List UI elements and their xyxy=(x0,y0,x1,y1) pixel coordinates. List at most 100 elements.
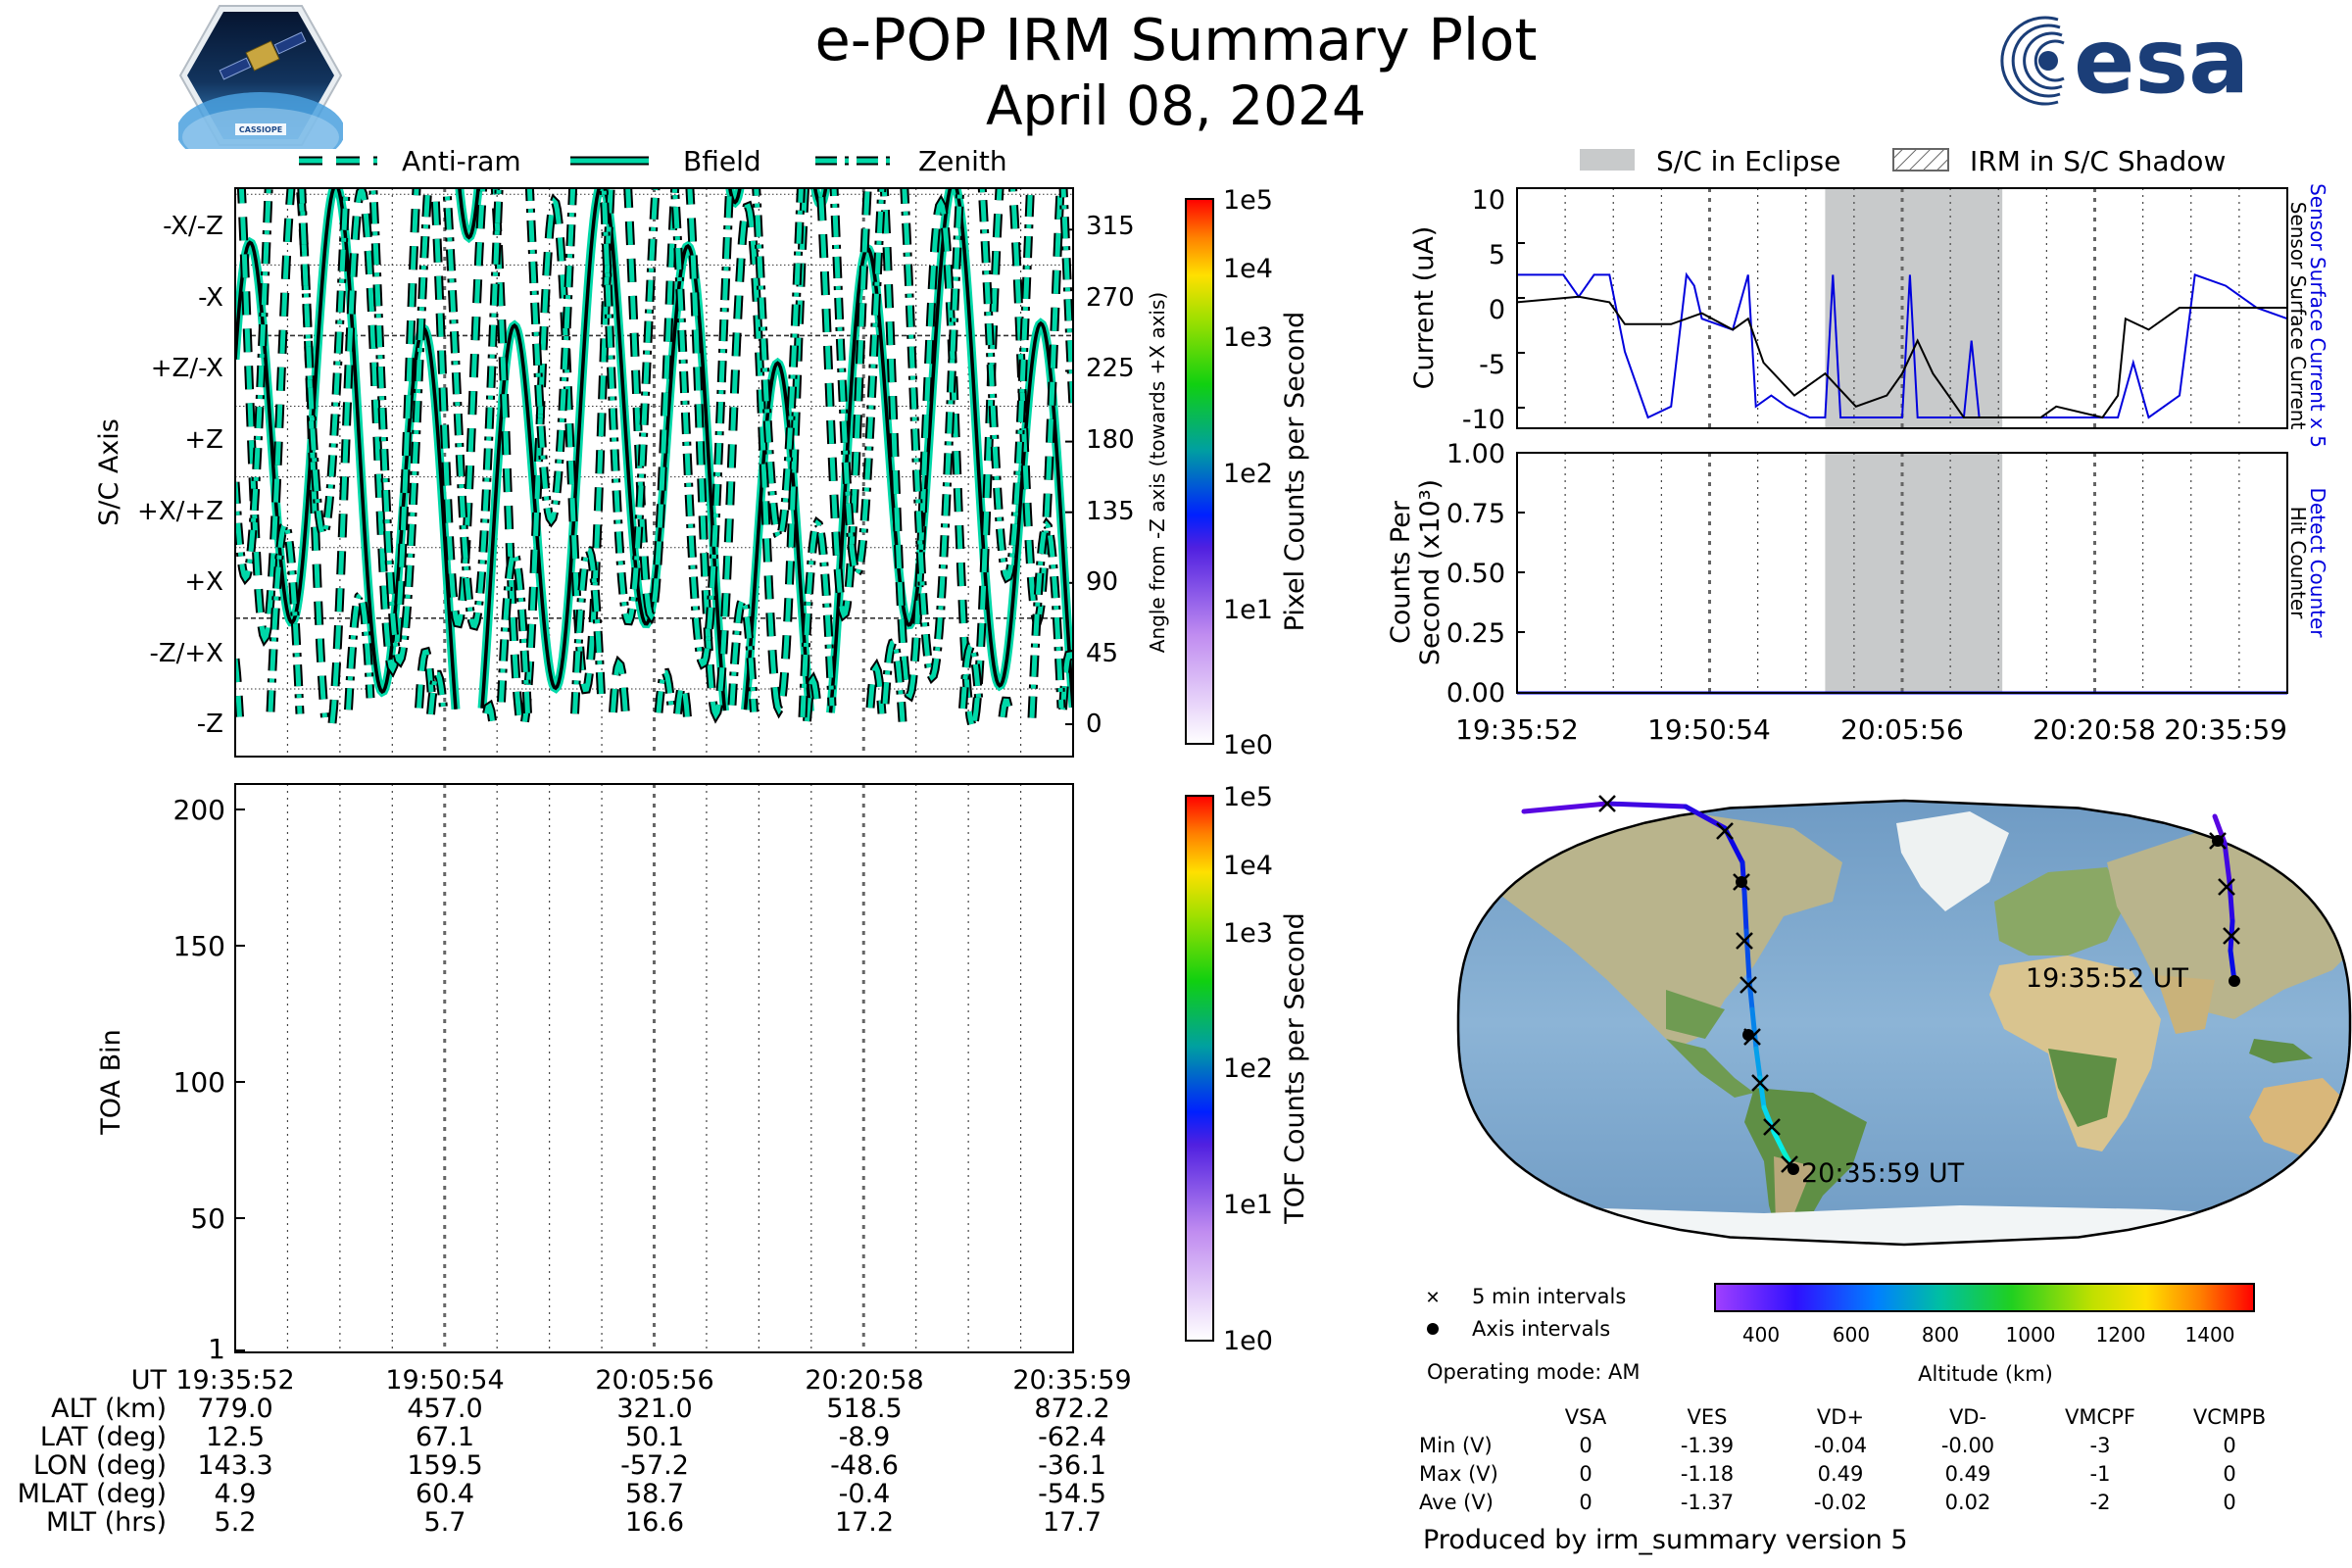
tof-colorbar-label: TOF Counts per Second xyxy=(1280,912,1310,1225)
ephem-cell: 143.3 xyxy=(197,1450,273,1481)
tof-cb-tick-1e3: 1e3 xyxy=(1223,918,1273,949)
current-tick-5: 5 xyxy=(1489,240,1505,270)
tof-cb-tick-1e2: 1e2 xyxy=(1223,1054,1273,1084)
counts-xtick-4: 20:35:59 xyxy=(2164,713,2287,746)
current-right-label-blue: Sensor Surface Current x 5 xyxy=(2306,183,2329,448)
five-minute-marker xyxy=(1736,932,1753,950)
toa-tick-50: 50 xyxy=(190,1202,225,1235)
axis-label-plus-x: +X xyxy=(184,567,223,597)
voltage-col-vdplus: VD+ -0.04 0.49 -0.02 xyxy=(1791,1403,1889,1517)
map-land xyxy=(1458,811,2350,1245)
ephem-cell: -8.9 xyxy=(838,1422,891,1452)
axis-label-minus-z: -Z xyxy=(197,710,223,739)
voltage-cell: -1.39 xyxy=(1680,1434,1735,1457)
angle-tick-315: 315 xyxy=(1086,212,1135,241)
voltage-cell: 0.49 xyxy=(1944,1462,1991,1486)
ephem-cell: 872.2 xyxy=(1034,1394,1110,1424)
map-end-label: 20:35:59 UT xyxy=(1801,1158,1965,1189)
angle-panel: Anti-ram Bfield Zenith -Z -Z/+X +X +X/+Z… xyxy=(94,145,1310,760)
ephem-cell: -54.5 xyxy=(1038,1479,1106,1509)
eclipse-legend-swatch xyxy=(1580,149,1635,171)
voltage-cell: -1.37 xyxy=(1680,1491,1735,1514)
ephem-cell: 58.7 xyxy=(624,1479,685,1509)
voltage-table: Min (V) Max (V) Ave (V) VSA 0 0 0 VES -1… xyxy=(1419,1403,2301,1521)
ephem-row-alt: ALT (km) xyxy=(51,1394,167,1424)
alt-tick-600: 600 xyxy=(1833,1323,1870,1347)
voltage-cell: 0 xyxy=(2223,1434,2236,1457)
five-minute-marker xyxy=(1763,1118,1781,1136)
alt-tick-1400: 1400 xyxy=(2185,1323,2235,1347)
ephem-cell: 17.2 xyxy=(834,1507,895,1538)
counts-tick-1: 1.00 xyxy=(1446,439,1505,469)
cassiope-label: CASSIOPE xyxy=(239,125,282,134)
counts-right-label-black: Hit Counter xyxy=(2286,507,2310,619)
ephem-cell: 457.0 xyxy=(407,1394,483,1424)
voltage-cell: -2 xyxy=(2089,1491,2111,1514)
anti-ram-trace-core xyxy=(235,188,1073,725)
ephem-cell: 16.6 xyxy=(624,1507,685,1538)
orbit-segment xyxy=(2227,879,2235,924)
ephem-col-2: 20:05:56 321.0 50.1 -57.2 58.7 16.6 xyxy=(557,1366,753,1537)
zenith-trace-core xyxy=(235,188,1073,722)
footer-text: Produced by irm_summary version 5 xyxy=(1423,1525,1908,1555)
esa-logo: esa xyxy=(1989,9,2283,114)
voltage-cell: 0 xyxy=(2223,1491,2236,1514)
ephem-cell: 20:20:58 xyxy=(805,1365,924,1396)
legend-zenith: Zenith xyxy=(918,145,1007,177)
pixel-cb-tick-1e1: 1e1 xyxy=(1223,595,1273,625)
counts-tick-025: 0.25 xyxy=(1446,618,1505,649)
voltage-col-ves: VES -1.39 -1.18 -1.37 xyxy=(1658,1403,1756,1517)
legend-anti-ram: Anti-ram xyxy=(402,145,521,177)
legend-bfield: Bfield xyxy=(683,145,761,177)
operating-mode: Operating mode: AM xyxy=(1427,1360,1640,1384)
voltage-col-vmcpf: VMCPF -3 -1 -2 xyxy=(2046,1403,2154,1517)
orbit-markers xyxy=(1598,795,2240,1175)
orbit-segment xyxy=(1749,1006,1759,1052)
voltage-cell: 0 xyxy=(1579,1491,1592,1514)
pixel-cb-tick-1e4: 1e4 xyxy=(1223,254,1273,284)
ephem-cell: 19:35:52 xyxy=(175,1365,295,1396)
axis-label-plus-x-plus-z: +X/+Z xyxy=(137,497,223,526)
voltage-header: VMCPF xyxy=(2065,1405,2135,1429)
current-tick-0: 0 xyxy=(1489,295,1505,325)
legend-axis: Axis intervals xyxy=(1472,1317,1610,1341)
ephem-cell: 19:50:54 xyxy=(385,1365,505,1396)
counts-ylabel-line1: Counts Per xyxy=(1386,500,1416,644)
counts-xtick-0: 19:35:52 xyxy=(1455,713,1579,746)
ephem-cell: 321.0 xyxy=(616,1394,693,1424)
bfield-trace-core xyxy=(235,188,1073,713)
voltage-cell: -0.04 xyxy=(1813,1434,1868,1457)
five-minute-marker xyxy=(2223,927,2240,945)
axis-interval-marker xyxy=(2229,975,2240,987)
five-minute-marker xyxy=(1751,1074,1769,1092)
ephem-row-lon: LON (deg) xyxy=(32,1450,167,1481)
voltage-header: VD+ xyxy=(1816,1405,1865,1429)
pixel-cb-tick-1e0: 1e0 xyxy=(1223,730,1273,760)
current-tick-minus10: -10 xyxy=(1462,405,1505,435)
map-outline xyxy=(1456,799,2352,1247)
voltage-header: VCMPB xyxy=(2192,1405,2267,1429)
tof-cb-tick-1e5: 1e5 xyxy=(1223,782,1273,812)
ephem-cell: 50.1 xyxy=(624,1422,685,1452)
voltage-cell: -1 xyxy=(2089,1462,2111,1486)
ephem-col-4: 20:35:59 872.2 -62.4 -36.1 -54.5 17.7 xyxy=(974,1366,1170,1537)
voltage-col-vsa: VSA 0 0 0 xyxy=(1537,1403,1635,1517)
page-title: e-POP IRM Summary Plot xyxy=(814,6,1538,74)
ephem-cell: 159.5 xyxy=(407,1450,483,1481)
orbit-map: 19:35:52 UT 20:35:59 UT xyxy=(1456,795,2352,1247)
ephem-cell: -62.4 xyxy=(1038,1422,1106,1452)
current-x5-trace xyxy=(1517,271,2287,419)
axis-label-minus-x: -X xyxy=(198,283,223,313)
map-start-label: 19:35:52 UT xyxy=(2026,963,2189,994)
voltage-col-vcmpb: VCMPB 0 0 0 xyxy=(2176,1403,2283,1517)
counts-xtick-2: 20:05:56 xyxy=(1840,713,1964,746)
legend-5min: 5 min intervals xyxy=(1472,1285,1626,1308)
tof-cb-tick-1e0: 1e0 xyxy=(1223,1326,1273,1356)
cross-marker-icon: ✕ xyxy=(1425,1288,1440,1308)
voltage-cell: 0 xyxy=(2223,1462,2236,1486)
axis-interval-marker xyxy=(2212,835,2224,847)
counts-xtick-3: 20:20:58 xyxy=(2033,713,2156,746)
counts-tick-050: 0.50 xyxy=(1446,559,1505,589)
eclipse-band-current xyxy=(1825,188,2003,428)
orbit-segment xyxy=(2222,840,2232,885)
